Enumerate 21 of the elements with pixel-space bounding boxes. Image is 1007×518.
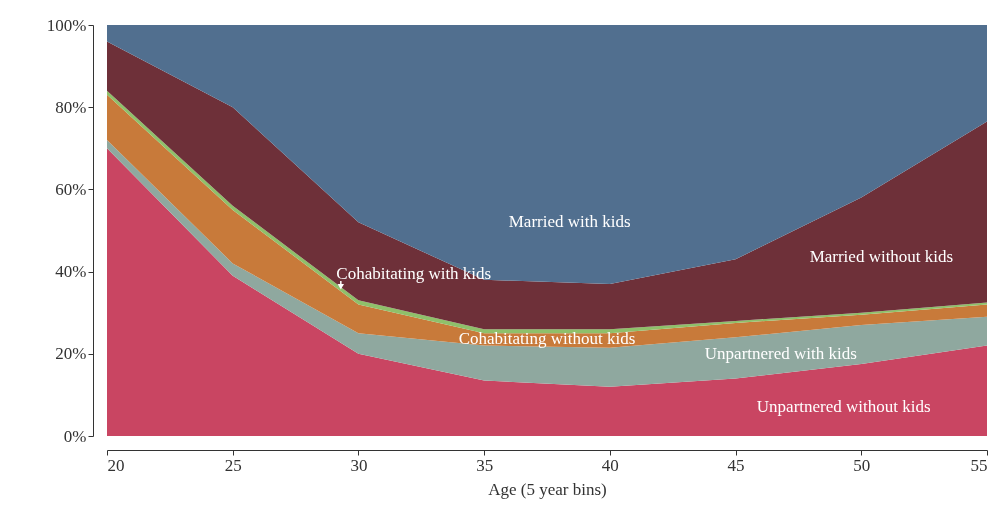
series-label: Married without kids — [809, 247, 954, 267]
series-label: Married with kids — [508, 212, 631, 232]
series-label: Cohabitating with kids — [336, 263, 492, 283]
x-tick-label: 30 — [350, 455, 368, 475]
series-label: Unpartnered without kids — [756, 397, 931, 417]
x-tick-label: 20 — [107, 455, 125, 475]
x-tick-label: 40 — [601, 455, 619, 475]
x-axis-title: Age (5 year bins) — [488, 479, 607, 499]
x-tick-label: 50 — [853, 455, 871, 475]
x-tick-label: 35 — [476, 455, 494, 475]
x-tick-label: 25 — [224, 455, 242, 475]
y-tick-label: 100% — [46, 15, 87, 35]
y-tick-label: 40% — [55, 262, 87, 282]
series-label: Cohabitating without kids — [458, 329, 636, 349]
series-label: Unpartnered with kids — [704, 343, 857, 363]
y-tick-label: 20% — [55, 344, 87, 364]
y-tick-label: 0% — [63, 426, 87, 446]
y-tick-label: 80% — [55, 97, 87, 117]
y-tick-label: 60% — [55, 179, 87, 199]
x-tick-label: 55 — [970, 455, 988, 475]
x-tick-label: 45 — [727, 455, 745, 475]
